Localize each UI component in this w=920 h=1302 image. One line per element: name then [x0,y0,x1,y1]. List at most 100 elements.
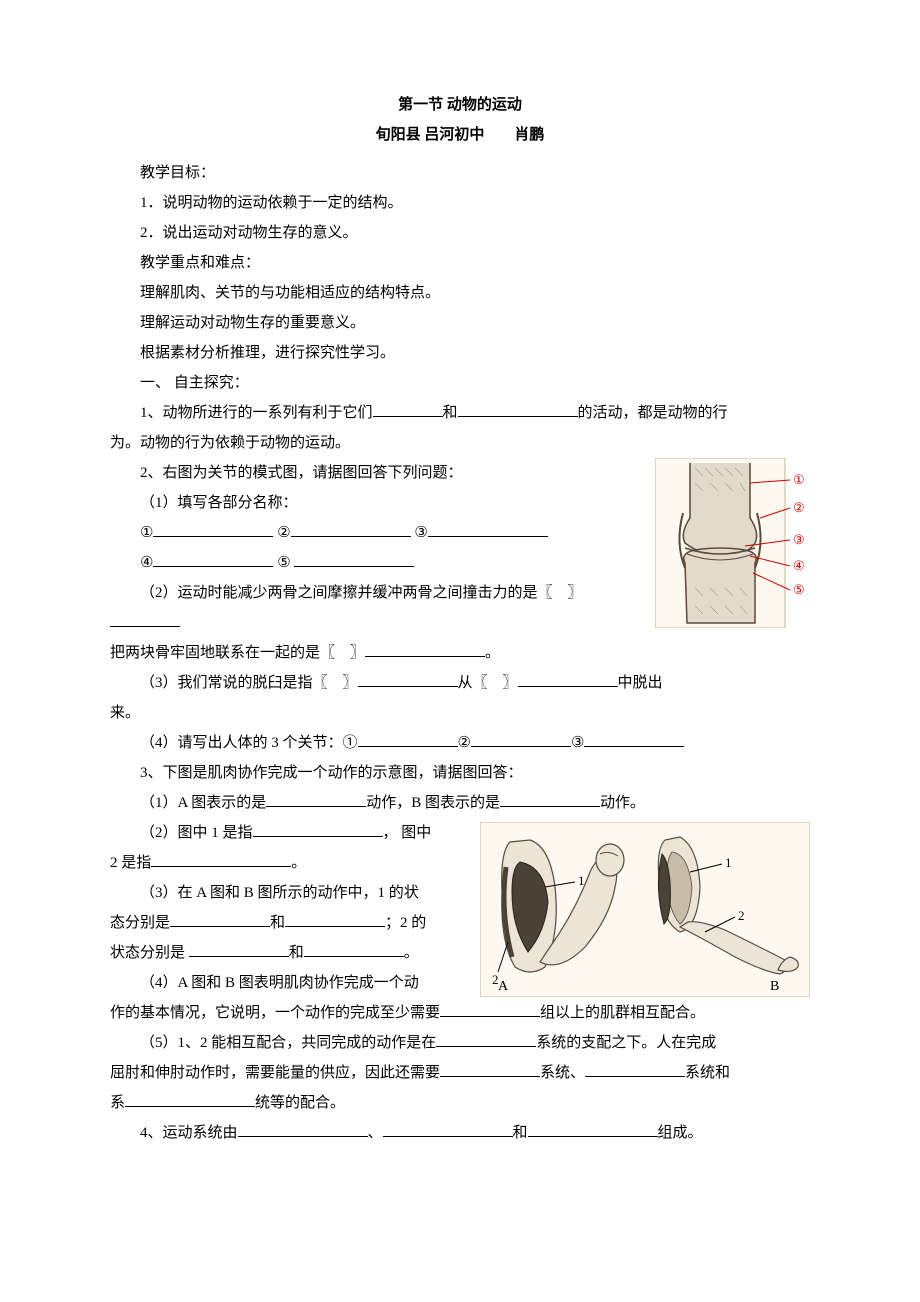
arm-label-a: A [498,979,509,994]
keypoint-1: 理解肌肉、关节的与功能相适应的结构特点。 [110,278,810,308]
q3-2-text-c: 2 是指 [110,855,151,871]
label-4: ④ [140,555,153,571]
q1-text-c: 的活动，都是动物的行 [578,405,728,421]
keypoint-3: 根据素材分析推理，进行探究性学习。 [110,338,810,368]
blank [383,1121,513,1137]
blank [440,1001,540,1017]
question-1-cont: 为。动物的行为依赖于动物的运动。 [110,428,810,458]
arm-b-label-1: 1 [725,855,732,870]
question-2-4: （4）请写出人体的 3 个关节：① ② ③ [110,728,810,758]
blank [358,671,458,687]
q2-3-text-b: 从〖 〗 [458,675,518,691]
question-3-5-line2: 屈肘和伸肘动作时，需要能量的供应，因此还需要 系统、 系统和 [110,1058,810,1088]
q3-5-text-e: 系统和 [685,1065,730,1081]
q3-2-text-b: ， 图中 [383,825,432,841]
joint-label-1: ① [793,472,805,487]
blank [358,731,458,747]
q2-3-text-a: （3）我们常说的脱臼是指〖 〗 [140,675,358,691]
joint-diagram: ① ② ③ ④ ⑤ [655,458,810,628]
keypoint-2: 理解运动对动物生存的重要意义。 [110,308,810,338]
question-3-4-cont: 作的基本情况，它说明，一个动作的完成至少需要 组以上的肌群相互配合。 [110,998,810,1028]
blank [500,791,600,807]
objective-2: 2．说出运动对动物生存的意义。 [110,218,810,248]
arm-b-label-2: 2 [738,908,745,923]
q3-2-text-a: （2）图中 1 是指 [140,825,253,841]
blank [518,671,618,687]
blank [253,821,383,837]
blank [528,1121,658,1137]
blank [428,521,548,537]
q3-1-text-b: 动作，B 图表示的是 [366,795,500,811]
q2-4-text-c: ③ [571,735,584,751]
question-3-5-line3: 系 统等的配合。 [110,1088,810,1118]
q2-3-text-c: 中脱出 [618,675,663,691]
q3-1-text-a: （1）A 图表示的是 [140,795,266,811]
question-1: 1、动物所进行的一系列有利于它们 和 的活动，都是动物的行 [110,398,810,428]
doc-title: 第一节 动物的运动 [110,90,810,120]
q3-5-text-f: 系 [110,1095,125,1111]
joint-label-4: ④ [793,558,805,573]
label-1: ① [140,525,153,541]
question-4: 4、运动系统由 、 和 组成。 [110,1118,810,1148]
blank [238,1121,368,1137]
question-3: 3、下图是肌肉协作完成一个动作的示意图，请据图回答： [110,758,810,788]
blank [125,1091,255,1107]
blank [584,731,684,747]
joint-label-3: ③ [793,532,805,547]
q3-3-text-d: ；2 的 [385,915,426,931]
q3-3-text-g: 。 [404,945,419,961]
section-1-heading: 一、 自主探究： [110,368,810,398]
q2-4-text-b: ② [458,735,471,751]
blank [373,401,443,417]
joint-label-5: ⑤ [793,582,805,597]
arm-diagram: 1 2 A 1 2 B [480,822,810,997]
blank [294,551,414,567]
blank [153,521,273,537]
blank [170,911,270,927]
q2-4-text-a: （4）请写出人体的 3 个关节：① [140,735,358,751]
q3-3-text-f: 和 [289,945,304,961]
question-2-3: （3）我们常说的脱臼是指〖 〗 从〖 〗 中脱出 [110,668,810,698]
q3-3-text-b: 态分别是 [110,915,170,931]
arm-a-label-1: 1 [578,873,585,888]
q4-text-d: 组成。 [658,1125,703,1141]
q3-3-text-e: 状态分别是 [110,945,189,961]
blank [151,851,291,867]
q3-5-text-c: 屈肘和伸肘动作时，需要能量的供应，因此还需要 [110,1065,440,1081]
q2-2-text-c: 。 [485,645,500,661]
blank [153,551,273,567]
blank [458,401,578,417]
q3-5-text-a: （5）1、2 能相互配合，共同完成的动作是在 [140,1035,436,1051]
q3-4-text-c: 组以上的肌群相互配合。 [540,1005,705,1021]
heading-keypoints: 教学重点和难点： [110,248,810,278]
blank [436,1031,536,1047]
q4-text-c: 和 [513,1125,528,1141]
q3-5-text-d: 系统、 [540,1065,585,1081]
blank [365,641,485,657]
blank [110,611,180,627]
question-3-1: （1）A 图表示的是动作，B 图表示的是动作。 [110,788,810,818]
q4-text-a: 4、运动系统由 [140,1125,238,1141]
blank [440,1061,540,1077]
q4-text-b: 、 [368,1125,383,1141]
arm-label-b: B [770,979,779,994]
objective-1: 1．说明动物的运动依赖于一定的结构。 [110,188,810,218]
label-5: ⑤ [277,555,290,571]
blank [291,521,411,537]
q2-2-text-b: 把两块骨牢固地联系在一起的是〖 〗 [110,645,365,661]
blank [304,941,404,957]
blank [266,791,366,807]
doc-subtitle: 旬阳县 吕河初中 肖鹏 [110,120,810,150]
q1-text-b: 和 [443,405,458,421]
blank [585,1061,685,1077]
q3-5-text-g: 统等的配合。 [255,1095,345,1111]
question-2-2-cont: 把两块骨牢固地联系在一起的是〖 〗 。 [110,638,810,668]
q3-5-text-b: 系统的支配之下。人在完成 [536,1035,716,1051]
q1-text-a: 1、动物所进行的一系列有利于它们 [140,405,373,421]
joint-label-2: ② [793,500,805,515]
blank [189,941,289,957]
q3-3-text-c: 和 [270,915,285,931]
q2-2-text-a: （2）运动时能减少两骨之间摩擦并缓冲两骨之间撞击力的是〖 〗 [140,585,583,601]
q3-2-text-d: 。 [291,855,306,871]
q3-4-text-b: 作的基本情况，它说明，一个动作的完成至少需要 [110,1005,440,1021]
